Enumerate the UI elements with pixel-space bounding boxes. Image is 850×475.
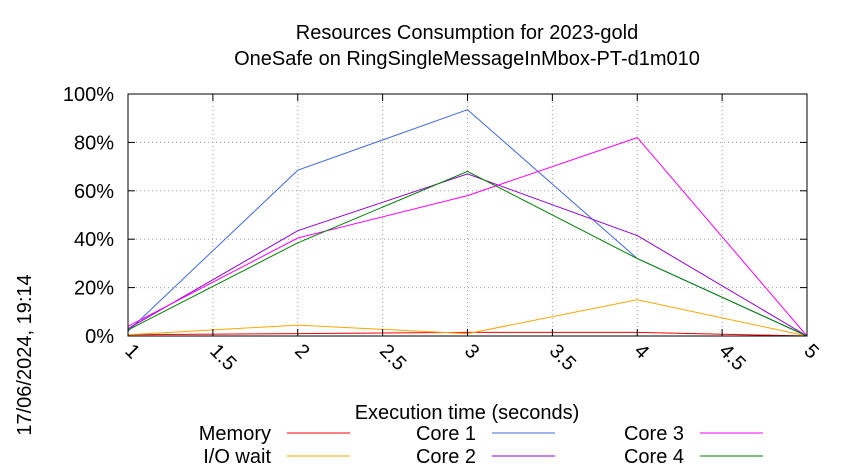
chart-title-line2: OneSafe on RingSingleMessageInMbox-PT-d1… bbox=[234, 48, 700, 70]
legend-label: Core 4 bbox=[624, 446, 684, 468]
x-tick-label: 1 bbox=[120, 340, 143, 363]
legend-label: Core 3 bbox=[624, 423, 684, 445]
y-tick-label: 100% bbox=[63, 84, 114, 106]
legend-label: Core 1 bbox=[416, 423, 476, 445]
x-tick-label: 4.5 bbox=[715, 340, 750, 375]
legend-label: Memory bbox=[199, 423, 271, 445]
x-tick-label: 3 bbox=[460, 340, 483, 363]
legend-label: I/O wait bbox=[203, 446, 271, 468]
y-tick-label: 60% bbox=[74, 181, 114, 203]
y-tick-label: 40% bbox=[74, 229, 114, 251]
series-line-core-2 bbox=[127, 173, 808, 337]
y-tick-label: 0% bbox=[85, 326, 114, 348]
grid-lines bbox=[128, 94, 807, 336]
legend-label: Core 2 bbox=[416, 446, 476, 468]
x-tick-label: 1.5 bbox=[205, 340, 240, 375]
x-tick-label: 2.5 bbox=[375, 340, 410, 375]
x-tick-label: 5 bbox=[799, 340, 822, 363]
y-tick-label: 80% bbox=[74, 132, 114, 154]
x-tick-label: 2 bbox=[290, 340, 313, 363]
x-tick-label: 4 bbox=[630, 340, 653, 363]
series-line-core-4 bbox=[127, 170, 808, 337]
x-tick-label: 3.5 bbox=[545, 340, 580, 375]
timestamp-label: 17/06/2024, 19:14 bbox=[14, 274, 36, 435]
y-tick-label: 20% bbox=[74, 278, 114, 300]
series-line-core-3 bbox=[127, 137, 808, 337]
chart-title-line1: Resources Consumption for 2023-gold bbox=[296, 22, 638, 44]
x-axis-label: Execution time (seconds) bbox=[355, 402, 580, 424]
